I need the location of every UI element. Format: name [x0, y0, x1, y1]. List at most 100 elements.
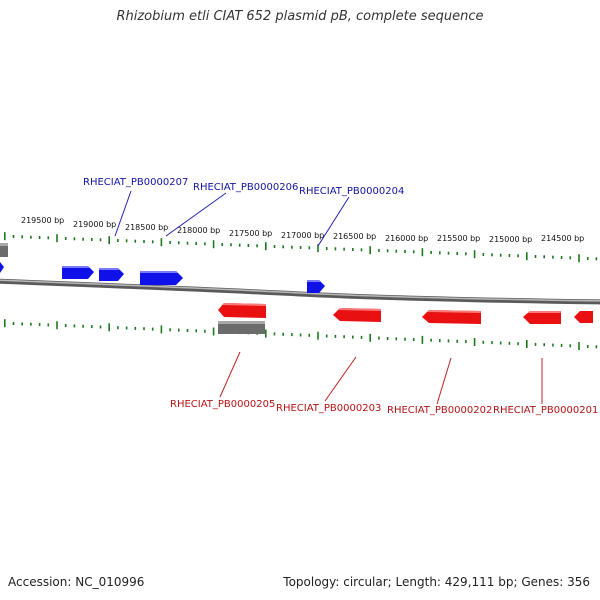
gene-forward-207b-top [99, 268, 120, 270]
tick-label-217000: 217000 bp [281, 231, 324, 240]
forward-tick [369, 246, 371, 255]
forward-tick [265, 242, 267, 251]
reverse-tick [421, 335, 424, 344]
reverse-tick [299, 333, 302, 337]
genome-backbone [0, 278, 600, 305]
reverse-tick [412, 338, 415, 341]
reverse-tick [117, 326, 119, 330]
reverse-tick [404, 337, 406, 341]
map-title: Rhizobium etli CIAT 652 plasmid pB, comp… [116, 9, 484, 24]
reverse-tick [4, 319, 6, 328]
forward-tick [282, 245, 284, 249]
forward-tick [560, 256, 563, 259]
reverse-tick [291, 333, 293, 337]
reverse-tick [178, 328, 180, 332]
forward-tick [299, 246, 302, 249]
forward-tick [439, 251, 441, 255]
reverse-tick [143, 327, 145, 331]
forward-tick [386, 249, 389, 253]
reverse-tick [334, 334, 337, 338]
forward-tick [73, 237, 76, 241]
reverse-tick [308, 333, 311, 337]
reverse-tick [430, 338, 432, 342]
forward-tick [491, 253, 493, 257]
reverse-tick [447, 339, 450, 343]
reverse-tick [325, 334, 328, 338]
forward-tick [56, 234, 58, 243]
tick-label-219000: 219000 bp [73, 220, 116, 229]
reverse-tick [517, 342, 519, 346]
reverse-genes [218, 303, 593, 324]
forward-tick [343, 247, 345, 251]
tick-label-216500: 216500 bp [333, 232, 376, 241]
forward-tick [508, 254, 511, 257]
reverse-tick [491, 341, 493, 345]
gene-reverse-201[interactable] [523, 311, 561, 324]
reverse-tick [99, 325, 102, 329]
forward-tick [325, 247, 328, 250]
accession-text: Accession: NC_010996 [8, 575, 145, 589]
gene-reverse-202-top [427, 310, 481, 313]
reverse-tick [212, 327, 215, 336]
gene-forward-207b[interactable] [99, 268, 124, 281]
reverse-tick [317, 331, 319, 340]
gene-reverse-edge[interactable] [574, 311, 593, 323]
forward-tick-track [4, 232, 598, 263]
forward-tick [465, 252, 467, 256]
label-rheciat-pb0000207: RHECIAT_PB0000207 [83, 177, 188, 188]
reverse-tick [195, 329, 197, 333]
reverse-tick [569, 344, 572, 348]
forward-tick [108, 236, 110, 245]
forward-tick [30, 235, 32, 239]
label-rheciat-pb0000206: RHECIAT_PB0000206 [193, 182, 298, 193]
reverse-tick [360, 335, 363, 339]
forward-tick [534, 255, 537, 258]
gene-forward-204[interactable] [307, 280, 325, 293]
forward-tick [543, 255, 545, 259]
leader-205 [219, 351, 241, 398]
gene-forward-207a-top [62, 266, 90, 268]
reverse-tick [82, 324, 84, 328]
forward-tick [586, 257, 589, 260]
leader-207 [114, 190, 132, 237]
reverse-tick [465, 340, 467, 344]
gene-forward-206[interactable] [140, 271, 183, 285]
leader-206 [165, 192, 227, 237]
forward-tick [273, 245, 276, 248]
reverse-tick [526, 340, 528, 348]
forward-tick [378, 249, 380, 252]
tick-label-215500: 215500 bp [437, 234, 480, 243]
gene-reverse-202[interactable] [422, 310, 481, 324]
gene-reverse-203[interactable] [333, 308, 381, 322]
forward-tick [238, 243, 241, 247]
tick-label-218500: 218500 bp [125, 223, 168, 232]
forward-tick [482, 253, 485, 256]
gene-grey-edge-top [0, 243, 8, 246]
forward-tick [517, 254, 519, 258]
gene-grey-edge[interactable] [0, 243, 8, 257]
gene-forward-204-top [307, 280, 321, 282]
reverse-tick [56, 321, 58, 330]
reverse-tick [265, 329, 267, 338]
gene-reverse-205[interactable] [218, 303, 266, 318]
reverse-tick [543, 343, 545, 347]
forward-tick [473, 250, 476, 259]
forward-tick [4, 232, 6, 241]
reverse-tick-track [4, 319, 598, 351]
forward-tick [143, 240, 145, 243]
forward-tick [256, 244, 258, 248]
leader-203 [324, 356, 357, 402]
reverse-tick [352, 335, 354, 339]
position-tick-labels: 219500 bp 219000 bp 218500 bp 218000 bp … [21, 216, 584, 244]
genome-backbone-highlight [0, 279, 600, 302]
forward-tick [404, 250, 406, 253]
gene-forward-edge[interactable] [0, 262, 4, 273]
reverse-tick [552, 343, 554, 347]
forward-tick [430, 251, 432, 254]
reverse-tick [186, 329, 189, 332]
gene-forward-207a[interactable] [62, 266, 94, 279]
gene-grey-reverse[interactable] [218, 321, 265, 334]
reverse-tick [204, 329, 206, 333]
forward-tick [317, 244, 319, 253]
